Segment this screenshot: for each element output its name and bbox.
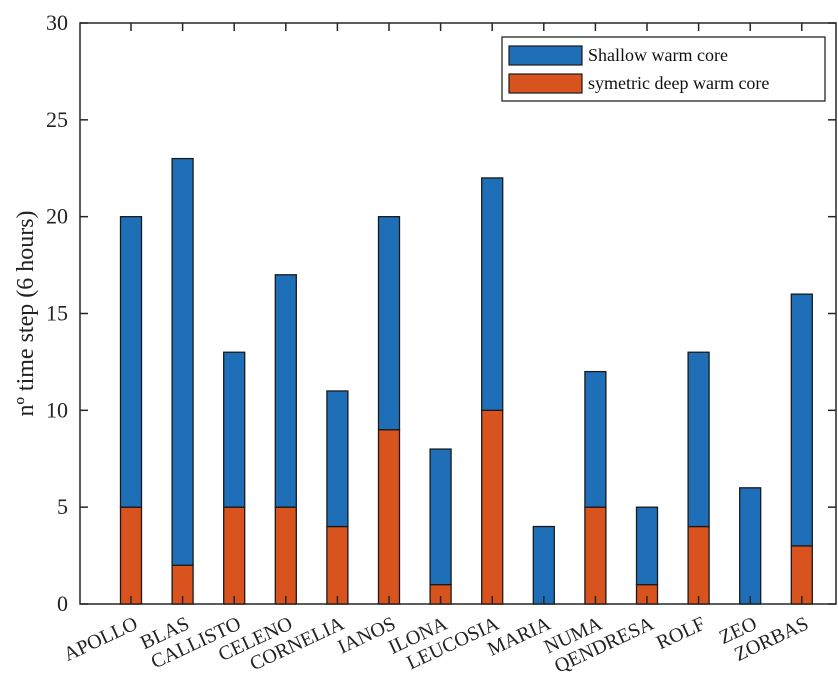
y-axis: 0 5 10 15 20 25 30 [46, 10, 836, 616]
bar-shallow-warm-core [584, 370, 607, 508]
y-tick-label: 10 [46, 397, 68, 422]
bar-deep-warm-core [377, 429, 401, 605]
x-category-label: APOLLO [60, 613, 141, 666]
y-axis-title: nº time step (6 hours) [13, 210, 39, 416]
bar-shallow-warm-core [532, 525, 555, 605]
bar-shallow-warm-core [635, 506, 659, 586]
legend-label: Shallow warm core [588, 45, 728, 65]
bar-shallow-warm-core [119, 216, 143, 508]
bar-deep-warm-core [481, 409, 504, 605]
bar-deep-warm-core [584, 506, 607, 605]
bar-shallow-warm-core [790, 293, 813, 547]
bars-group [119, 157, 813, 605]
x-category-label: ROLF [653, 613, 709, 655]
legend-swatch [508, 73, 583, 94]
bar-shallow-warm-core [377, 216, 401, 431]
bar-shallow-warm-core [687, 351, 710, 528]
plot-frame [79, 22, 837, 605]
y-tick-label: 15 [46, 301, 68, 326]
bar-shallow-warm-core [481, 177, 504, 411]
bar-deep-warm-core [223, 506, 246, 605]
legend-label: symetric deep warm core [588, 73, 769, 93]
bar-deep-warm-core [687, 525, 710, 605]
x-category-label: IANOS [334, 613, 399, 659]
bar-shallow-warm-core [274, 274, 297, 508]
bar-deep-warm-core [274, 506, 297, 605]
bar-shallow-warm-core [223, 351, 246, 508]
bar-shallow-warm-core [429, 448, 452, 586]
y-tick-label: 20 [46, 204, 68, 229]
y-tick-label: 25 [46, 107, 68, 132]
y-tick-label: 0 [57, 591, 68, 616]
bar-shallow-warm-core [739, 487, 762, 605]
bar-deep-warm-core [326, 525, 349, 605]
bar-deep-warm-core [790, 545, 813, 605]
legend-swatch [508, 45, 583, 66]
legend: Shallow warm core symetric deep warm core [501, 36, 826, 102]
y-tick-label: 5 [57, 494, 68, 519]
plot-area [79, 22, 837, 605]
bar-deep-warm-core [119, 506, 143, 605]
bar-shallow-warm-core [326, 390, 349, 528]
bar-shallow-warm-core [171, 157, 194, 566]
y-tick-label: 30 [46, 10, 68, 35]
